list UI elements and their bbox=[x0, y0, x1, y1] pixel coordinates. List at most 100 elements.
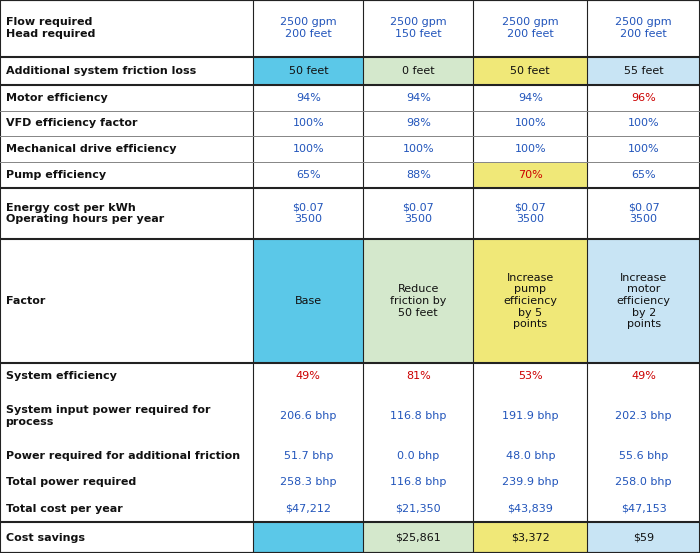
Text: 0.0 bhp: 0.0 bhp bbox=[397, 451, 440, 461]
Text: $3,372: $3,372 bbox=[511, 533, 550, 542]
Text: 100%: 100% bbox=[514, 118, 546, 128]
Text: Energy cost per kWh
Operating hours per year: Energy cost per kWh Operating hours per … bbox=[6, 203, 164, 225]
Text: 239.9 bhp: 239.9 bhp bbox=[502, 477, 559, 487]
Bar bbox=[0, 85, 253, 111]
Bar bbox=[363, 162, 473, 188]
Text: Increase
motor
efficiency
by 2
points: Increase motor efficiency by 2 points bbox=[617, 273, 671, 329]
Text: 94%: 94% bbox=[518, 93, 542, 103]
Bar bbox=[0, 0, 253, 56]
Bar bbox=[363, 188, 473, 239]
Bar bbox=[587, 363, 700, 522]
Text: Factor: Factor bbox=[6, 296, 45, 306]
Text: 70%: 70% bbox=[518, 170, 542, 180]
Text: $0.07
3500: $0.07 3500 bbox=[402, 203, 434, 225]
Text: Pump efficiency: Pump efficiency bbox=[6, 170, 106, 180]
Bar bbox=[253, 0, 363, 56]
Text: 2500 gpm
200 feet: 2500 gpm 200 feet bbox=[280, 18, 337, 39]
Text: $0.07
3500: $0.07 3500 bbox=[293, 203, 324, 225]
Text: Total power required: Total power required bbox=[6, 477, 136, 487]
Bar bbox=[363, 522, 473, 553]
Bar bbox=[587, 188, 700, 239]
Text: System efficiency: System efficiency bbox=[6, 371, 116, 381]
Text: VFD efficiency factor: VFD efficiency factor bbox=[6, 118, 137, 128]
Bar bbox=[587, 0, 700, 56]
Text: Motor efficiency: Motor efficiency bbox=[6, 93, 107, 103]
Text: $0.07
3500: $0.07 3500 bbox=[514, 203, 546, 225]
Text: Mechanical drive efficiency: Mechanical drive efficiency bbox=[6, 144, 176, 154]
Bar bbox=[253, 56, 363, 85]
Text: 53%: 53% bbox=[518, 371, 542, 381]
Bar bbox=[0, 363, 253, 522]
Text: 49%: 49% bbox=[631, 371, 656, 381]
Bar bbox=[253, 188, 363, 239]
Text: 50 feet: 50 feet bbox=[288, 66, 328, 76]
Text: 88%: 88% bbox=[406, 170, 430, 180]
Text: $43,839: $43,839 bbox=[508, 504, 553, 514]
Text: 100%: 100% bbox=[514, 144, 546, 154]
Bar bbox=[253, 111, 363, 137]
Text: 100%: 100% bbox=[293, 118, 324, 128]
Bar bbox=[253, 522, 363, 553]
Text: 96%: 96% bbox=[631, 93, 656, 103]
Text: 55.6 bhp: 55.6 bhp bbox=[619, 451, 668, 461]
Text: Base: Base bbox=[295, 296, 322, 306]
Bar bbox=[363, 239, 473, 363]
Text: Power required for additional friction: Power required for additional friction bbox=[6, 451, 239, 461]
Bar bbox=[473, 111, 587, 137]
Bar bbox=[587, 522, 700, 553]
Text: 202.3 bhp: 202.3 bhp bbox=[615, 411, 672, 421]
Bar bbox=[363, 85, 473, 111]
Bar bbox=[0, 522, 253, 553]
Bar bbox=[587, 137, 700, 162]
Bar bbox=[363, 137, 473, 162]
Text: 258.0 bhp: 258.0 bhp bbox=[615, 477, 672, 487]
Bar bbox=[587, 239, 700, 363]
Bar bbox=[363, 111, 473, 137]
Text: 100%: 100% bbox=[402, 144, 434, 154]
Text: 55 feet: 55 feet bbox=[624, 66, 664, 76]
Bar bbox=[253, 363, 363, 522]
Text: 49%: 49% bbox=[296, 371, 321, 381]
Bar bbox=[0, 188, 253, 239]
Text: 100%: 100% bbox=[628, 118, 659, 128]
Bar bbox=[473, 56, 587, 85]
Text: 100%: 100% bbox=[293, 144, 324, 154]
Bar bbox=[253, 239, 363, 363]
Text: 81%: 81% bbox=[406, 371, 430, 381]
Bar bbox=[0, 111, 253, 137]
Bar bbox=[473, 85, 587, 111]
Text: $25,861: $25,861 bbox=[395, 533, 441, 542]
Text: Flow required
Head required: Flow required Head required bbox=[6, 18, 95, 39]
Text: Increase
pump
efficiency
by 5
points: Increase pump efficiency by 5 points bbox=[503, 273, 557, 329]
Bar bbox=[473, 363, 587, 522]
Bar bbox=[473, 522, 587, 553]
Text: $0.07
3500: $0.07 3500 bbox=[628, 203, 659, 225]
Bar bbox=[587, 56, 700, 85]
Bar bbox=[587, 111, 700, 137]
Text: 98%: 98% bbox=[406, 118, 430, 128]
Text: 65%: 65% bbox=[631, 170, 656, 180]
Bar bbox=[0, 239, 253, 363]
Text: 2500 gpm
150 feet: 2500 gpm 150 feet bbox=[390, 18, 447, 39]
Text: $21,350: $21,350 bbox=[395, 504, 441, 514]
Text: 94%: 94% bbox=[406, 93, 430, 103]
Bar bbox=[473, 0, 587, 56]
Text: 48.0 bhp: 48.0 bhp bbox=[505, 451, 555, 461]
Text: Total cost per year: Total cost per year bbox=[6, 504, 122, 514]
Text: 2500 gpm
200 feet: 2500 gpm 200 feet bbox=[502, 18, 559, 39]
Text: 191.9 bhp: 191.9 bhp bbox=[502, 411, 559, 421]
Bar bbox=[363, 56, 473, 85]
Bar bbox=[473, 137, 587, 162]
Text: 0 feet: 0 feet bbox=[402, 66, 435, 76]
Bar bbox=[0, 137, 253, 162]
Bar bbox=[473, 239, 587, 363]
Bar bbox=[253, 85, 363, 111]
Text: 65%: 65% bbox=[296, 170, 321, 180]
Text: 50 feet: 50 feet bbox=[510, 66, 550, 76]
Text: $47,212: $47,212 bbox=[286, 504, 331, 514]
Text: 100%: 100% bbox=[628, 144, 659, 154]
Text: System input power required for
process: System input power required for process bbox=[6, 405, 210, 426]
Text: 206.6 bhp: 206.6 bhp bbox=[280, 411, 337, 421]
Text: Reduce
friction by
50 feet: Reduce friction by 50 feet bbox=[390, 284, 447, 317]
Text: 116.8 bhp: 116.8 bhp bbox=[390, 477, 447, 487]
